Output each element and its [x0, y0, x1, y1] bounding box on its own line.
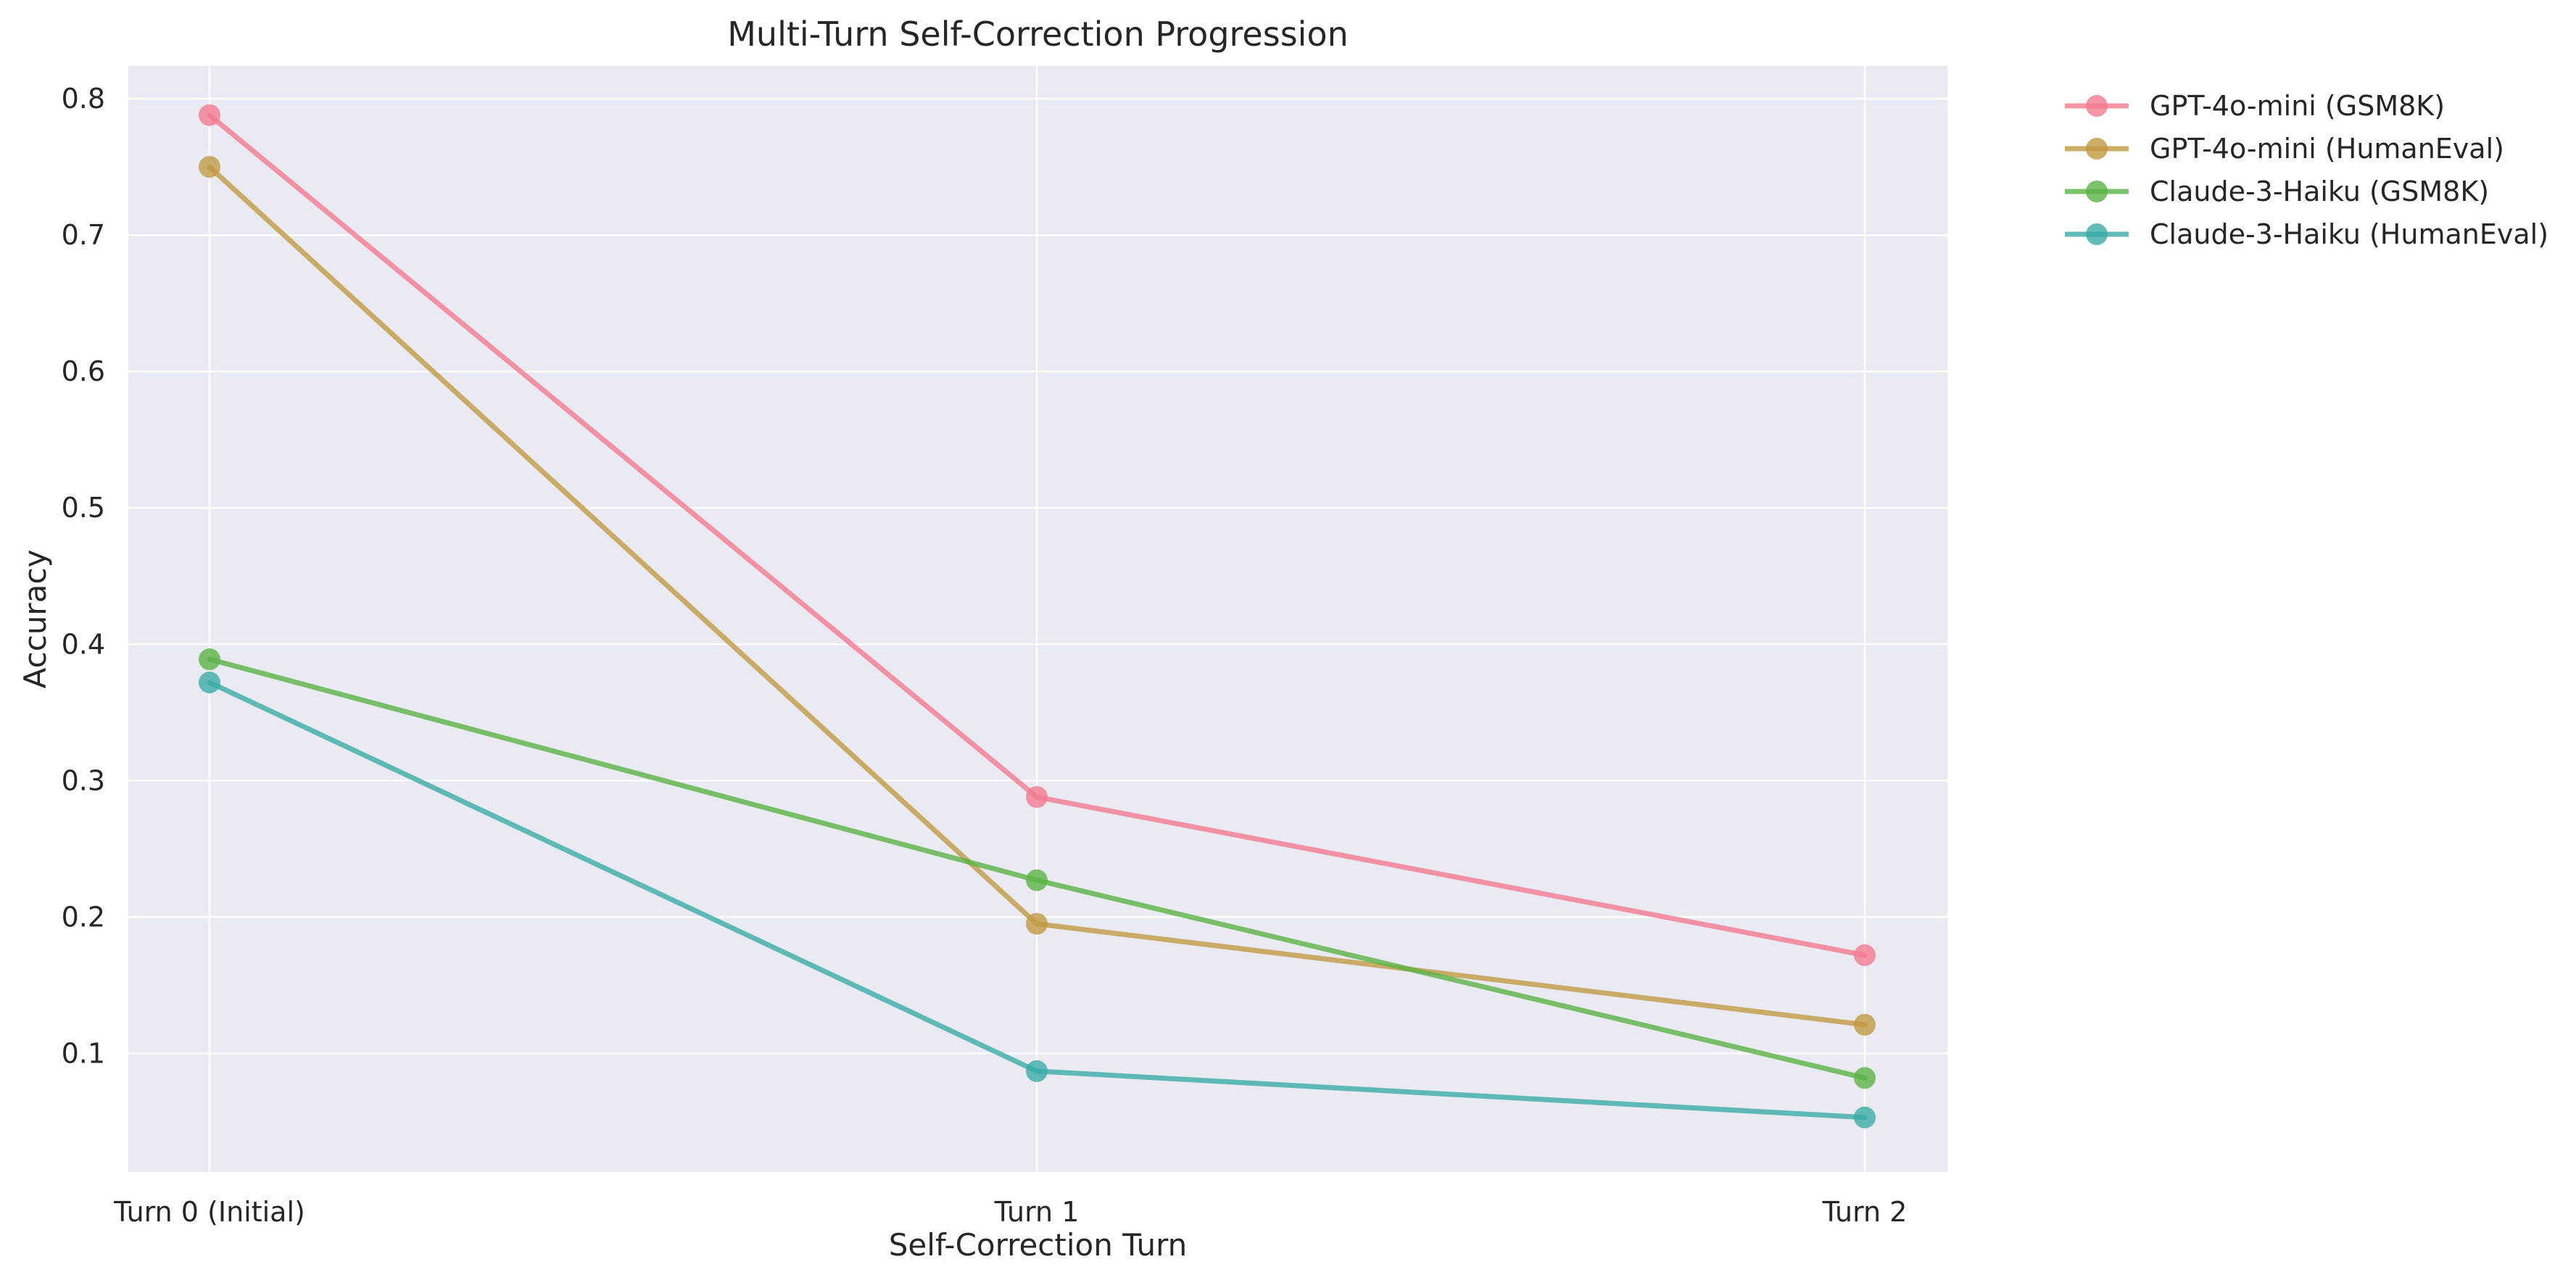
data-point [1026, 869, 1048, 891]
series-4 [199, 671, 1876, 1129]
data-point [1854, 1106, 1876, 1129]
y-tick-label: 0.6 [62, 355, 105, 387]
legend-label: GPT-4o-mini (GSM8K) [2150, 90, 2445, 122]
legend-entry: Claude-3-Haiku (GSM8K) [2065, 176, 2489, 207]
data-point [1026, 1060, 1048, 1082]
y-tick-label: 0.4 [62, 628, 105, 660]
legend-label: Claude-3-Haiku (HumanEval) [2150, 218, 2548, 250]
data-point [199, 671, 220, 693]
x-axis-label: Self-Correction Turn [889, 1227, 1188, 1263]
data-point [1854, 1013, 1876, 1036]
legend-marker [2086, 181, 2108, 202]
data-point [1854, 944, 1876, 967]
legend-entry: GPT-4o-mini (HumanEval) [2065, 133, 2504, 165]
y-tick-label: 0.3 [62, 764, 105, 796]
y-tick-label: 0.1 [62, 1037, 105, 1069]
legend-marker [2086, 95, 2108, 117]
y-axis-ticks: 0.1 0.2 0.3 0.4 0.5 0.6 0.7 0.8 [62, 83, 105, 1069]
data-point [1854, 1067, 1876, 1089]
x-tick-label: Turn 1 [994, 1196, 1080, 1228]
legend-entry: Claude-3-Haiku (HumanEval) [2065, 218, 2548, 250]
legend-label: Claude-3-Haiku (GSM8K) [2150, 176, 2489, 207]
data-point [199, 648, 220, 670]
y-axis-label: Accuracy [17, 550, 53, 689]
y-tick-label: 0.2 [62, 901, 105, 933]
legend-marker [2086, 223, 2108, 245]
data-point [1026, 785, 1048, 808]
y-tick-label: 0.7 [62, 219, 105, 251]
x-axis-ticks: Turn 0 (Initial) Turn 1 Turn 2 [113, 1196, 1907, 1228]
x-tick-label: Turn 2 [1822, 1196, 1908, 1228]
data-point [199, 104, 220, 126]
series-2 [199, 156, 1876, 1036]
legend: GPT-4o-mini (GSM8K) GPT-4o-mini (HumanEva… [2065, 90, 2548, 250]
x-tick-label: Turn 0 (Initial) [113, 1196, 305, 1228]
y-tick-label: 0.5 [62, 492, 105, 524]
series-layer [199, 104, 1876, 1129]
y-tick-label: 0.8 [62, 83, 105, 115]
series-1 [199, 104, 1876, 967]
data-point [1026, 912, 1048, 935]
data-point [199, 156, 220, 178]
plot-area [128, 66, 1947, 1172]
chart-title: Multi-Turn Self-Correction Progression [727, 15, 1349, 54]
series-3 [199, 648, 1876, 1089]
legend-entry: GPT-4o-mini (GSM8K) [2065, 90, 2445, 122]
legend-marker [2086, 138, 2108, 160]
legend-label: GPT-4o-mini (HumanEval) [2150, 133, 2504, 165]
